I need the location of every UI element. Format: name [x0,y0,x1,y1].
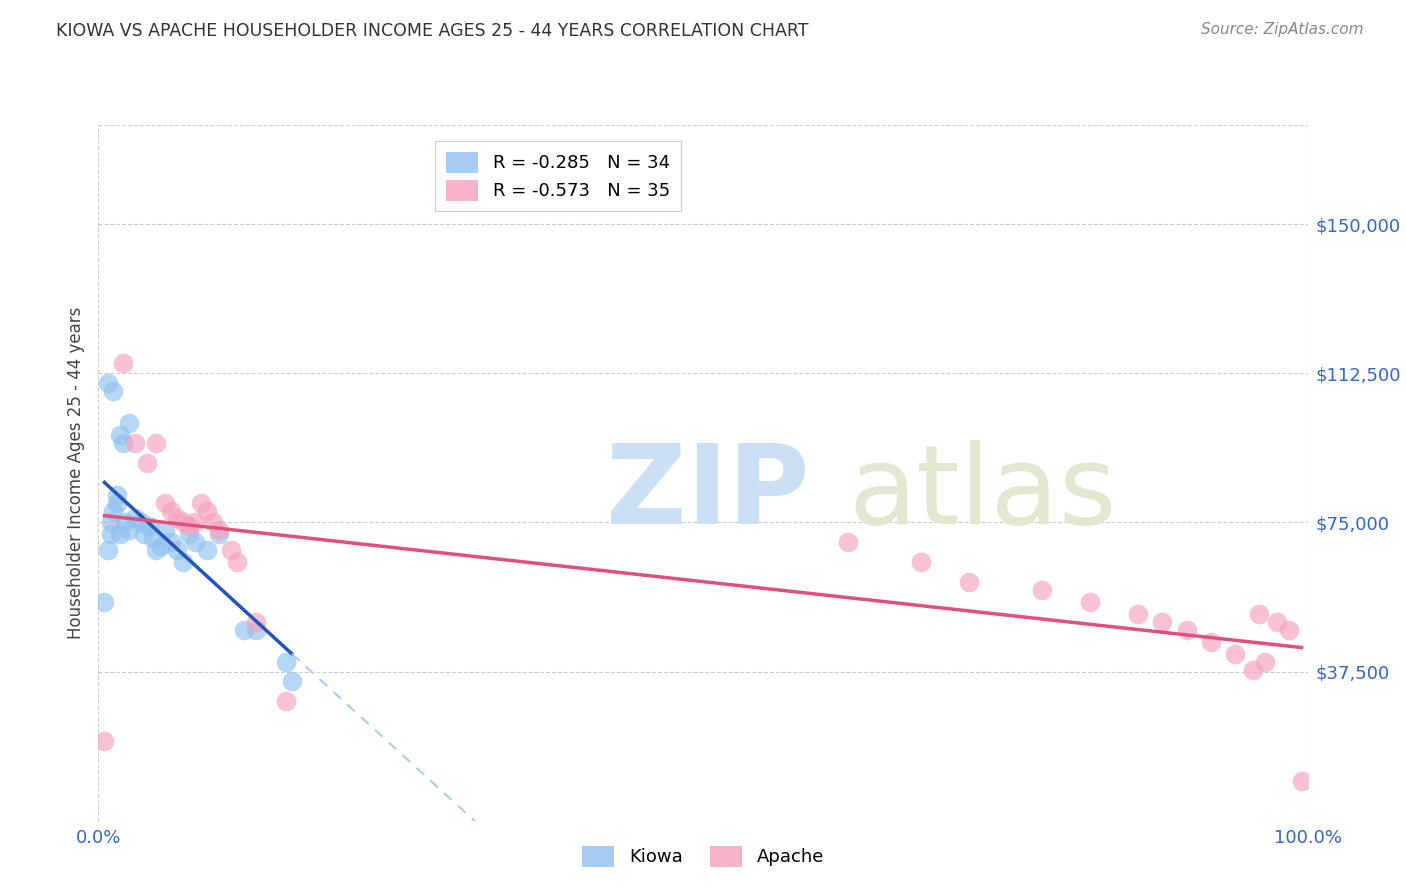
Point [135,456,157,470]
Point [226,555,249,569]
Point [208,527,231,541]
Y-axis label: Householder Income Ages 25 - 44 years: Householder Income Ages 25 - 44 years [66,307,84,639]
Point [195,503,218,517]
Point [910,555,932,569]
Point [1031,582,1053,597]
Point [1199,634,1222,648]
Point [108,527,131,541]
Point [101,503,124,517]
Point [114,516,136,530]
Point [118,416,141,430]
Point [145,436,167,450]
Point [172,555,194,569]
Point [111,436,134,450]
Point [957,575,980,590]
Point [1265,615,1288,629]
Point [101,384,124,399]
Point [105,495,128,509]
Point [1128,607,1150,621]
Point [1278,623,1301,637]
Point [166,511,188,525]
Point [93,595,115,609]
Point [124,436,146,450]
Point [124,511,146,525]
Point [138,519,160,533]
Point [166,543,188,558]
Text: atlas: atlas [848,440,1116,547]
Point [195,543,218,558]
Point [153,495,176,509]
Point [245,615,267,629]
Text: KIOWA VS APACHE HOUSEHOLDER INCOME AGES 25 - 44 YEARS CORRELATION CHART: KIOWA VS APACHE HOUSEHOLDER INCOME AGES … [56,22,808,40]
Point [1223,647,1246,661]
Point [100,527,122,541]
Point [1249,607,1271,621]
Legend: Kiowa, Apache: Kiowa, Apache [575,838,831,874]
Point [202,516,225,530]
Point [105,488,128,502]
Point [1175,623,1198,637]
Point [232,623,254,637]
Point [142,532,165,546]
Point [1254,655,1277,669]
Point [274,694,297,708]
Point [1078,595,1101,609]
Point [160,503,183,517]
Point [190,495,212,509]
Text: Source: ZipAtlas.com: Source: ZipAtlas.com [1201,22,1364,37]
Point [93,734,115,748]
Point [1291,773,1313,788]
Point [177,527,201,541]
Point [837,535,859,549]
Point [100,516,122,530]
Text: ZIP: ZIP [606,440,810,547]
Point [153,524,176,538]
Point [245,623,267,637]
Point [108,428,131,442]
Point [1241,663,1264,677]
Point [118,524,141,538]
Point [150,539,173,553]
Point [184,516,207,530]
Point [221,543,243,558]
Point [177,519,201,533]
Point [145,543,167,558]
Point [97,376,120,391]
Point [111,356,134,370]
Point [172,516,194,530]
Point [274,655,297,669]
Point [129,516,152,530]
Point [281,674,304,689]
Point [160,535,183,549]
Point [134,527,156,541]
Point [97,543,120,558]
Point [184,535,207,549]
Point [208,524,231,538]
Legend: R = -0.285   N = 34, R = -0.573   N = 35: R = -0.285 N = 34, R = -0.573 N = 35 [434,141,681,211]
Point [1152,615,1174,629]
